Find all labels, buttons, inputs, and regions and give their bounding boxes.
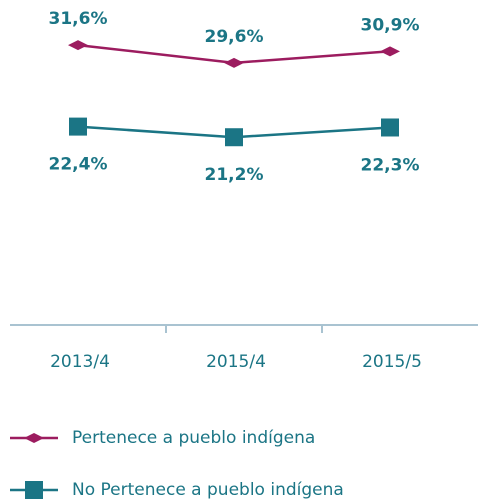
data-label: 21,2%	[205, 165, 264, 185]
data-label: 22,3%	[361, 155, 420, 175]
marker	[69, 117, 87, 136]
legend-label: Pertenece a pueblo indígena	[72, 428, 315, 448]
marker	[381, 118, 399, 137]
marker	[25, 481, 43, 499]
data-label: 29,6%	[205, 27, 264, 47]
marker	[224, 57, 244, 68]
marker	[24, 433, 44, 443]
data-label: 31,6%	[49, 9, 108, 29]
marker	[68, 40, 88, 51]
legend-label: No Pertenece a pueblo indígena	[72, 480, 344, 500]
x-tick-label: 2015/5	[362, 352, 422, 372]
marker	[380, 46, 400, 57]
marker	[225, 128, 243, 147]
x-tick-label: 2015/4	[206, 352, 266, 372]
data-label: 22,4%	[49, 155, 108, 175]
data-label: 30,9%	[361, 15, 420, 35]
x-tick-label: 2013/4	[50, 352, 110, 372]
